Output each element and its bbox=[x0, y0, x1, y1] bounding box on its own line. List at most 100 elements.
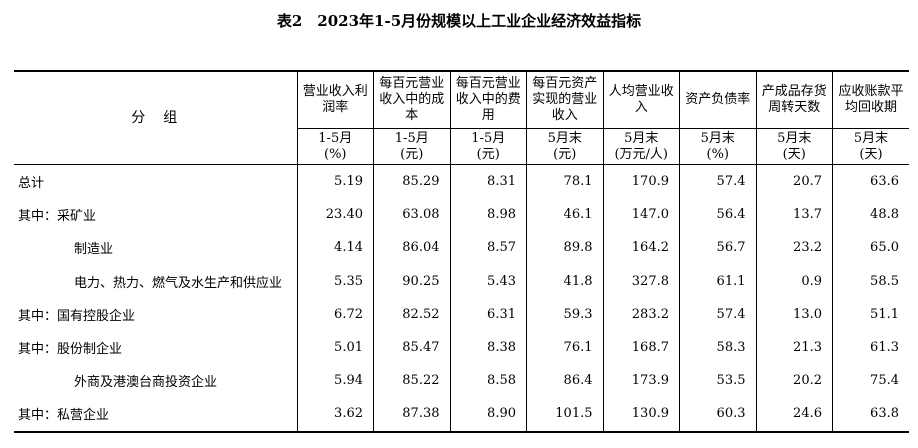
cell-value: 20.2 bbox=[755, 364, 833, 398]
cell-value: 89.8 bbox=[526, 231, 603, 265]
cell-value: 57.4 bbox=[679, 164, 756, 199]
cell-value: 63.6 bbox=[832, 164, 909, 199]
cell-value: 3.62 bbox=[296, 397, 374, 433]
column-period: 5月末 bbox=[853, 130, 889, 146]
table-row: 制造业 4.14 86.04 8.57 89.8 164.2 56.7 23.2 65.0 bbox=[14, 231, 909, 265]
column-period: 1-5月 bbox=[318, 130, 353, 146]
cell-value: 56.4 bbox=[679, 198, 756, 232]
table-row: 其中：私营企业 3.62 87.38 8.90 101.5 130.9 60.3 24.6 63… bbox=[14, 397, 909, 433]
column-period-unit-4: 5月末 (元) bbox=[526, 128, 603, 165]
cell-value: 8.58 bbox=[449, 364, 527, 398]
row-label: 外商及港澳台商投资企业 bbox=[74, 375, 218, 391]
column-header-8: 应收账款平均回收期 bbox=[832, 70, 909, 129]
column-header-4: 每百元资产实现的营业收入 bbox=[526, 70, 603, 129]
table-body: 总计 5.19 85.29 8.31 78.1 170.9 57.4 20.7 63.6 其中：采… bbox=[14, 164, 909, 433]
column-period: 5月末 bbox=[700, 130, 735, 146]
cell-value: 101.5 bbox=[526, 397, 603, 433]
cell-value: 24.6 bbox=[755, 397, 833, 433]
cell-value: 76.1 bbox=[526, 330, 603, 365]
row-label: 其中：股份制企业 bbox=[18, 342, 123, 358]
cell-value: 48.8 bbox=[832, 198, 909, 232]
column-period: 5月末 bbox=[624, 130, 659, 146]
cell-value: 6.31 bbox=[449, 297, 527, 331]
column-header-2: 每百元营业收入中的成本 bbox=[373, 70, 450, 129]
cell-value: 51.1 bbox=[832, 297, 909, 331]
column-period-unit-5: 5月末 (万元/人) bbox=[602, 128, 680, 165]
column-header-6: 资产负债率 bbox=[679, 70, 756, 129]
cell-value: 0.9 bbox=[755, 264, 833, 298]
cell-value: 87.38 bbox=[373, 397, 450, 433]
cell-value: 82.52 bbox=[373, 297, 450, 331]
cell-value: 168.7 bbox=[602, 330, 680, 365]
table-row: 其中：国有控股企业 6.72 82.52 6.31 59.3 283.2 57.4 13.0 5… bbox=[14, 297, 909, 331]
column-period: 1-5月 bbox=[471, 130, 506, 146]
column-unit: (万元/人) bbox=[614, 146, 669, 162]
cell-value: 85.47 bbox=[373, 330, 450, 365]
cell-value: 75.4 bbox=[832, 364, 909, 398]
row-label: 其中：私营企业 bbox=[14, 397, 297, 433]
table-row: 电力、热力、燃气及水生产和供应业 5.35 90.25 5.43 41.8 327.8 61… bbox=[14, 264, 909, 298]
cell-value: 23.2 bbox=[755, 231, 833, 265]
column-unit: (天) bbox=[859, 146, 883, 162]
cell-value: 164.2 bbox=[602, 231, 680, 265]
column-unit: (元) bbox=[553, 146, 577, 162]
column-period: 5月末 bbox=[547, 130, 582, 146]
cell-value: 21.3 bbox=[755, 330, 833, 365]
cell-value: 41.8 bbox=[526, 264, 603, 298]
column-header-3: 每百元营业收入中的费用 bbox=[449, 70, 527, 129]
row-label: 电力、热力、燃气及水生产和供应业 bbox=[74, 275, 283, 291]
column-unit: (元) bbox=[400, 146, 424, 162]
cell-value: 85.22 bbox=[373, 364, 450, 398]
cell-value: 8.98 bbox=[449, 198, 527, 232]
column-header-7: 产成品存货周转天数 bbox=[755, 70, 833, 129]
cell-value: 61.3 bbox=[832, 330, 909, 365]
table-title: 表2 2023年1-5月份规模以上工业企业经济效益指标 bbox=[276, 12, 642, 30]
cell-value: 13.0 bbox=[755, 297, 833, 331]
cell-value: 8.57 bbox=[449, 231, 527, 265]
cell-value: 23.40 bbox=[296, 198, 374, 232]
cell-value: 283.2 bbox=[602, 297, 680, 331]
cell-value: 63.08 bbox=[373, 198, 450, 232]
cell-value: 53.5 bbox=[679, 364, 756, 398]
column-period: 1-5月 bbox=[394, 130, 429, 146]
table-row: 外商及港澳台商投资企业 5.94 85.22 8.58 86.4 173.9 53.5 20.… bbox=[14, 364, 909, 398]
cell-value: 61.1 bbox=[679, 264, 756, 298]
cell-value: 5.43 bbox=[449, 264, 527, 298]
column-period-unit-6: 5月末 (%) bbox=[679, 128, 756, 165]
cell-value: 8.31 bbox=[449, 164, 527, 199]
cell-value: 170.9 bbox=[602, 164, 680, 199]
cell-value: 4.14 bbox=[296, 231, 374, 265]
cell-value: 63.8 bbox=[832, 397, 909, 433]
cell-value: 327.8 bbox=[602, 264, 680, 298]
column-unit: (%) bbox=[324, 146, 347, 162]
cell-value: 46.1 bbox=[526, 198, 603, 232]
cell-value: 6.72 bbox=[296, 297, 374, 331]
cell-value: 20.7 bbox=[755, 164, 833, 199]
column-period-unit-8: 5月末 (天) bbox=[832, 128, 909, 165]
table-row: 其中：股份制企业 5.01 85.47 8.38 76.1 168.7 58.3 21.3 61… bbox=[14, 330, 909, 365]
cell-value: 130.9 bbox=[602, 397, 680, 433]
column-period-unit-7: 5月末 (天) bbox=[755, 128, 833, 165]
column-period-unit-3: 1-5月 (元) bbox=[449, 128, 527, 165]
cell-value: 86.4 bbox=[526, 364, 603, 398]
column-unit: (%) bbox=[706, 146, 730, 162]
cell-value: 8.38 bbox=[449, 330, 527, 365]
cell-value: 173.9 bbox=[602, 364, 680, 398]
cell-value: 5.19 bbox=[296, 164, 374, 199]
cell-value: 58.3 bbox=[679, 330, 756, 365]
cell-value: 90.25 bbox=[373, 264, 450, 298]
table-header: 分 组 营业收入利润率 每百元营业收入中的成本 每百元营业收入中的费用 每百元资产实现… bbox=[14, 70, 909, 165]
cell-value: 5.94 bbox=[296, 364, 374, 398]
cell-value: 57.4 bbox=[679, 297, 756, 331]
cell-value: 86.04 bbox=[373, 231, 450, 265]
cell-value: 85.29 bbox=[373, 164, 450, 199]
cell-value: 5.35 bbox=[296, 264, 374, 298]
row-label: 制造业 bbox=[74, 242, 114, 258]
cell-value: 147.0 bbox=[602, 198, 680, 232]
table-row: 其中：采矿业 23.40 63.08 8.98 46.1 147.0 56.4 13.7 48.… bbox=[14, 198, 909, 232]
indicator-table: 分 组 营业收入利润率 每百元营业收入中的成本 每百元营业收入中的费用 每百元资产实现… bbox=[14, 70, 909, 433]
table-row: 总计 5.19 85.29 8.31 78.1 170.9 57.4 20.7 63.6 bbox=[14, 164, 909, 199]
column-period-unit-2: 1-5月 (元) bbox=[373, 128, 450, 165]
cell-value: 59.3 bbox=[526, 297, 603, 331]
cell-value: 8.90 bbox=[449, 397, 527, 433]
